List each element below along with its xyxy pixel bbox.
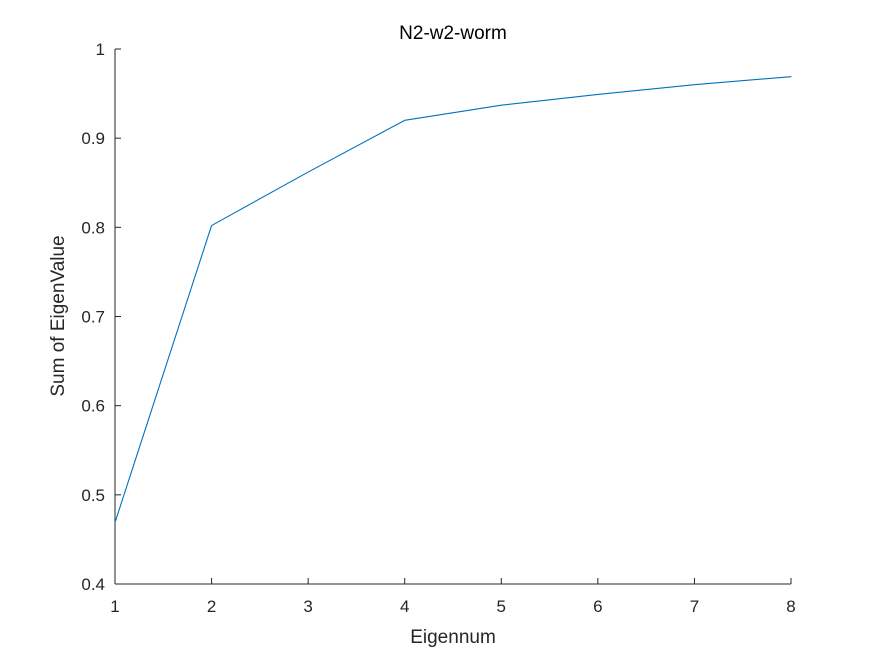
y-axis-label: Sum of EigenValue — [48, 235, 69, 396]
x-tick-label: 3 — [303, 597, 312, 616]
x-tick-label: 2 — [207, 597, 216, 616]
x-tick-label: 5 — [497, 597, 506, 616]
y-tick-label: 0.8 — [81, 218, 105, 237]
x-tick-label: 1 — [110, 597, 119, 616]
series-layer — [114, 76, 792, 524]
x-axis-ticks: 1 2 3 4 5 6 7 8 — [110, 578, 796, 616]
x-tick-label: 7 — [690, 597, 699, 616]
series-line-0 — [114, 76, 792, 524]
y-tick-label: 0.5 — [81, 486, 105, 505]
x-tick-label: 8 — [786, 597, 795, 616]
y-tick-label: 1 — [96, 40, 105, 59]
y-tick-label: 0.7 — [81, 308, 105, 327]
chart-title: N2-w2-worm — [399, 23, 507, 44]
y-tick-label: 0.6 — [81, 397, 105, 416]
y-tick-label: 0.4 — [81, 575, 105, 594]
x-tick-label: 6 — [593, 597, 602, 616]
x-tick-label: 4 — [400, 597, 409, 616]
x-axis-label: Eigennum — [410, 627, 496, 648]
y-tick-label: 0.9 — [81, 129, 105, 148]
y-axis-ticks: 0.4 0.5 0.6 0.7 0.8 0.9 1 — [81, 40, 121, 594]
